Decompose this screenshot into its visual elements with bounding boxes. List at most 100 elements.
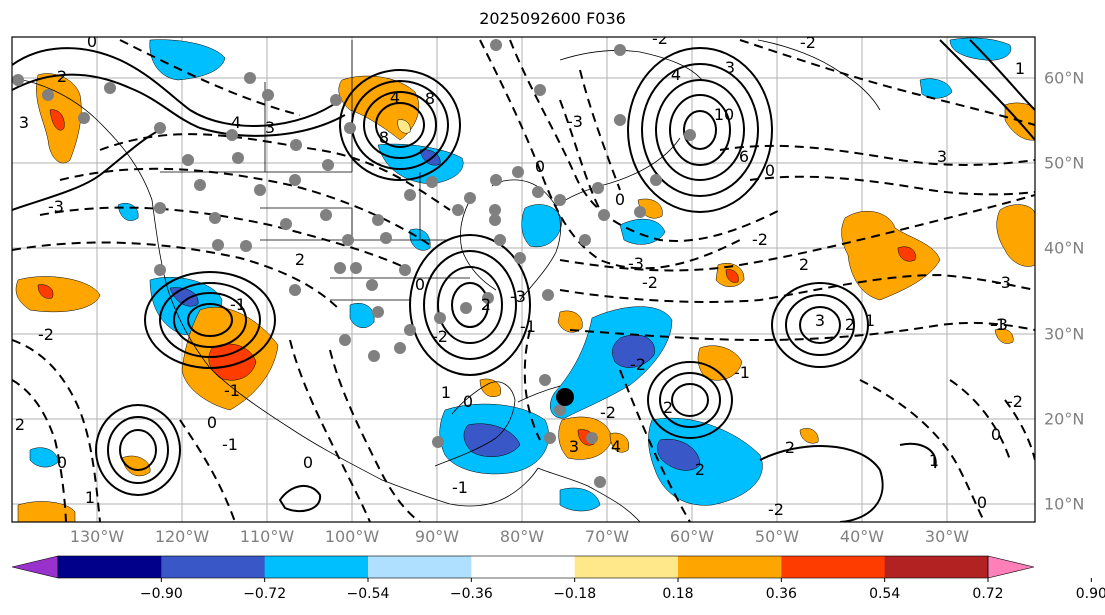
contour-label: -3 xyxy=(48,197,64,216)
map-frame xyxy=(11,36,1036,523)
colorbar-tick-label: 0.18 xyxy=(662,586,694,602)
latitude-label: 50°N xyxy=(1044,153,1085,173)
colorbar-tick-label: 0.36 xyxy=(765,586,797,602)
contour-label: -1 xyxy=(224,381,240,400)
longitude-label: 70°W xyxy=(584,527,630,546)
contour-label: 4 xyxy=(390,88,400,107)
colorbar-tick-label: −0.54 xyxy=(346,586,390,602)
contour-label: 3 xyxy=(815,311,825,330)
contour-label: 10 xyxy=(714,105,734,124)
contour-label: -2 xyxy=(38,325,54,344)
longitude-label: 120°W xyxy=(154,527,210,546)
colorbar-tick-label: 0.54 xyxy=(869,586,901,602)
contour-label: 0 xyxy=(57,453,67,472)
contour-label: -1 xyxy=(452,478,468,497)
contour-label: 3 xyxy=(19,113,29,132)
contour-label: -1 xyxy=(734,363,750,382)
colorbar-tick-label: 0.72 xyxy=(972,586,1004,602)
contour-label: 6 xyxy=(739,147,749,166)
colorbar-outline xyxy=(57,555,989,579)
contour-label: 4 xyxy=(231,113,241,132)
longitude-label: 30°W xyxy=(924,527,970,546)
coastlines xyxy=(12,39,881,522)
contour-label: 2 xyxy=(295,250,305,269)
contour-label: 3 xyxy=(569,437,579,456)
contour-label: -1 xyxy=(520,317,536,336)
contour-label: 4 xyxy=(611,437,621,456)
contour-label: -2 xyxy=(432,327,448,346)
contour-label: 8 xyxy=(379,128,389,147)
colorbar-segment xyxy=(884,556,989,578)
highlight-station-marker xyxy=(556,388,574,406)
figure-title: 2025092600 F036 xyxy=(479,9,626,28)
colorbar-segment xyxy=(264,556,369,578)
colorbar-tick-label: −0.72 xyxy=(243,586,287,602)
contour-label: -2 xyxy=(630,355,646,374)
colorbar-tick-label: −0.18 xyxy=(553,586,597,602)
colorbar-segment xyxy=(471,556,576,578)
contour-label: 3 xyxy=(265,118,275,137)
latitude-label: 30°N xyxy=(1044,324,1085,344)
contour-label: 0 xyxy=(615,190,625,209)
latitude-label: 10°N xyxy=(1044,494,1085,514)
shaded-field xyxy=(15,37,1035,522)
contour-label: 0 xyxy=(991,425,1001,444)
contour-label: 2 xyxy=(695,460,705,479)
contour-label: 1 xyxy=(1015,59,1025,78)
colorbar-segment xyxy=(368,556,472,578)
longitude-label: 50°W xyxy=(754,527,800,546)
contour-label: 0 xyxy=(977,493,987,512)
contour-label: -2 xyxy=(652,29,668,48)
colorbar-tick-label: 0.90 xyxy=(1075,586,1105,602)
contour-label: 2 xyxy=(663,398,673,417)
contour-label: -2 xyxy=(600,403,616,422)
contour-label: -3 xyxy=(992,315,1008,334)
longitude-label: 130°W xyxy=(69,527,125,546)
contour-label: 0 xyxy=(207,413,217,432)
contour-label: 2 xyxy=(785,438,795,457)
colorbar-extend-high xyxy=(987,555,1035,579)
colorbar-extend-low xyxy=(11,555,59,579)
contour-label: 8 xyxy=(425,89,435,108)
longitude-label: 60°W xyxy=(669,527,715,546)
contours xyxy=(12,39,1035,522)
contour-label: -3 xyxy=(995,273,1011,292)
latitude-label: 40°N xyxy=(1044,238,1085,258)
contour-label: 1 xyxy=(865,311,875,330)
colorbar-segment xyxy=(781,556,886,578)
colorbar xyxy=(11,555,1092,582)
contour-label: -2 xyxy=(768,500,784,519)
contour-label: -2 xyxy=(1007,392,1023,411)
contour-label: 2 xyxy=(15,415,25,434)
contour-label: 2 xyxy=(57,67,67,86)
longitude-label: 110°W xyxy=(239,527,295,546)
contour-label: 0 xyxy=(303,453,313,472)
longitude-label: 40°W xyxy=(839,527,885,546)
colorbar-segment xyxy=(161,556,266,578)
contour-label: 4 xyxy=(671,65,681,84)
contour-label: -3 xyxy=(510,287,526,306)
contour-label: 0 xyxy=(415,275,425,294)
contour-label: -1 xyxy=(990,315,1006,334)
contour-label: 2 xyxy=(845,315,855,334)
contour-label: 3 xyxy=(937,147,947,166)
colorbar-segment xyxy=(678,556,782,578)
contour-label: 3 xyxy=(725,58,735,77)
colorbar-segment xyxy=(574,556,679,578)
contour-label: 2 xyxy=(799,255,809,274)
station-markers xyxy=(12,39,696,488)
latitude-label: 60°N xyxy=(1044,68,1085,88)
contour-label: 0 xyxy=(535,157,545,176)
colorbar-tick-label: −0.36 xyxy=(449,586,493,602)
colorbar-segment xyxy=(58,556,162,578)
contour-label: -2 xyxy=(642,273,658,292)
contour-label: -3 xyxy=(567,112,583,131)
contour-label: 1 xyxy=(441,383,451,402)
contour-label: 1 xyxy=(929,451,939,470)
contour-label: 2 xyxy=(481,295,491,314)
contour-label: -1 xyxy=(222,435,238,454)
contour-label: -2 xyxy=(800,33,816,52)
colorbar-tick-label: −0.90 xyxy=(139,586,183,602)
